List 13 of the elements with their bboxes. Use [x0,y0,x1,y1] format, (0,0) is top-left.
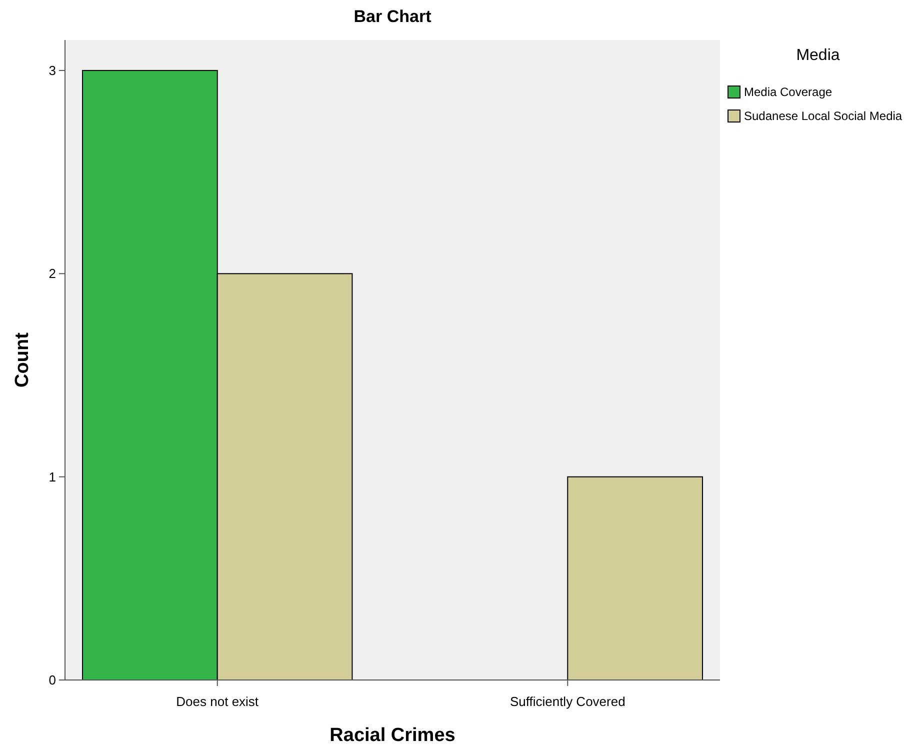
x-tick-label: Does not exist [176,694,259,709]
legend-title: Media [796,47,840,64]
y-tick-label: 1 [48,469,56,484]
y-tick-label: 2 [48,266,56,282]
legend-label: Sudanese Local Social Media [744,109,902,124]
x-tick-label: Sufficiently Covered [510,694,626,709]
legend-label: Media Coverage [744,85,832,100]
y-tick-label: 0 [48,672,56,688]
bar [567,476,703,680]
x-axis-title: Racial Crimes [330,725,456,746]
chart-title: Bar Chart [354,7,432,26]
y-axis-title: Count [12,332,33,388]
y-tick-label: 3 [48,63,56,78]
